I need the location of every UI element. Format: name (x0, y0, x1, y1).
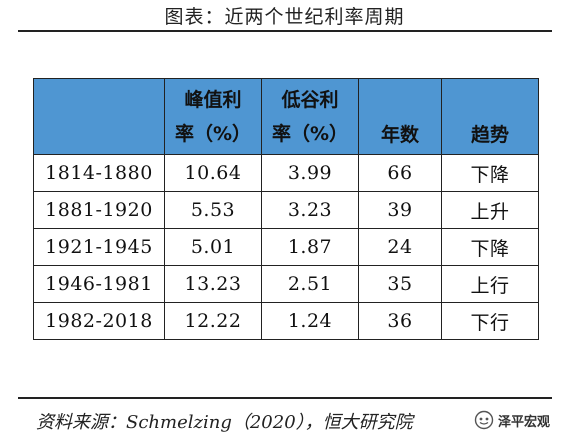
cell-trend: 上升 (441, 191, 539, 229)
cell-trend: 下行 (441, 302, 539, 340)
table-row: 1881-1920 5.53 3.23 39 上升 (33, 191, 539, 229)
cell-period: 1982-2018 (33, 302, 165, 340)
cell-period: 1921-1945 (33, 228, 165, 266)
source-divider (18, 397, 552, 399)
cell-trough-rate: 3.99 (261, 154, 359, 192)
cell-trough-rate: 1.24 (261, 302, 359, 340)
cell-trough-rate: 2.51 (261, 265, 359, 303)
cell-period: 1881-1920 (33, 191, 165, 229)
cell-peak-rate: 13.23 (164, 265, 262, 303)
cell-peak-rate: 10.64 (164, 154, 262, 192)
cell-years: 24 (358, 228, 442, 266)
cell-trend: 上行 (441, 265, 539, 303)
table-row: 1946-1981 13.23 2.51 35 上行 (33, 265, 539, 303)
cell-peak-rate: 12.22 (164, 302, 262, 340)
header-years: 年数 (358, 78, 442, 155)
cell-trough-rate: 3.23 (261, 191, 359, 229)
title-divider (18, 30, 552, 32)
interest-rate-cycle-table: 峰值利 率（%） 低谷利 率（%） 年数 趋势 1814-1880 10.64 … (33, 78, 539, 340)
wechat-channel-icon (474, 410, 494, 430)
watermark-badge: 泽平宏观 (470, 405, 557, 435)
header-peak-rate: 峰值利 率（%） (164, 78, 262, 155)
cell-period: 1946-1981 (33, 265, 165, 303)
header-period (33, 78, 165, 155)
watermark-text: 泽平宏观 (498, 414, 551, 430)
header-trend: 趋势 (441, 78, 539, 155)
source-note: 资料来源：Schmelzing（2020），恒大研究院 (36, 412, 413, 433)
cell-years: 35 (358, 265, 442, 303)
cell-peak-rate: 5.01 (164, 228, 262, 266)
cell-peak-rate: 5.53 (164, 191, 262, 229)
header-trough-rate: 低谷利 率（%） (261, 78, 359, 155)
table-row: 1982-2018 12.22 1.24 36 下行 (33, 302, 539, 340)
cell-trough-rate: 1.87 (261, 228, 359, 266)
page-title: 图表：近两个世纪利率周期 (164, 6, 405, 28)
table-row: 1921-1945 5.01 1.87 24 下降 (33, 228, 539, 266)
cell-years: 39 (358, 191, 442, 229)
table-row: 1814-1880 10.64 3.99 66 下降 (33, 154, 539, 192)
cell-years: 66 (358, 154, 442, 192)
cell-trend: 下降 (441, 228, 539, 266)
cell-period: 1814-1880 (33, 154, 165, 192)
cell-years: 36 (358, 302, 442, 340)
cell-trend: 下降 (441, 154, 539, 192)
table-header-row: 峰值利 率（%） 低谷利 率（%） 年数 趋势 (33, 78, 539, 155)
